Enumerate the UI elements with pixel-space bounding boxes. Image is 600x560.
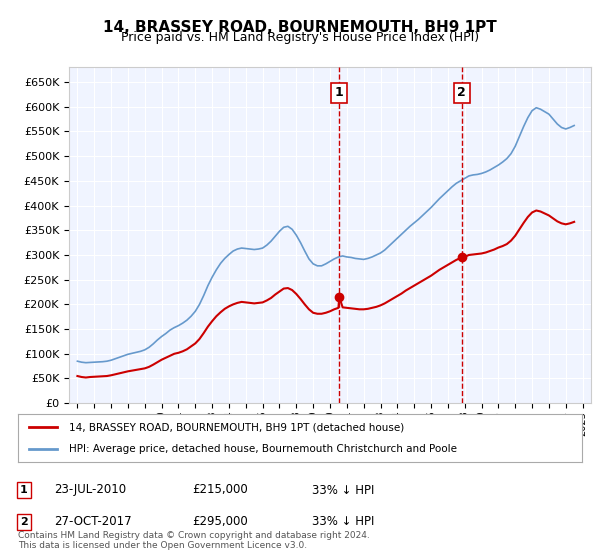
Text: 1: 1 bbox=[20, 485, 28, 495]
Text: 1: 1 bbox=[335, 86, 344, 99]
Text: HPI: Average price, detached house, Bournemouth Christchurch and Poole: HPI: Average price, detached house, Bour… bbox=[69, 444, 457, 454]
Text: £295,000: £295,000 bbox=[192, 515, 248, 529]
Text: 14, BRASSEY ROAD, BOURNEMOUTH, BH9 1PT (detached house): 14, BRASSEY ROAD, BOURNEMOUTH, BH9 1PT (… bbox=[69, 422, 404, 432]
Text: 33% ↓ HPI: 33% ↓ HPI bbox=[312, 483, 374, 497]
Text: 27-OCT-2017: 27-OCT-2017 bbox=[54, 515, 131, 529]
Text: 2: 2 bbox=[20, 517, 28, 527]
Text: 2: 2 bbox=[457, 86, 466, 99]
Text: 33% ↓ HPI: 33% ↓ HPI bbox=[312, 515, 374, 529]
Text: Contains HM Land Registry data © Crown copyright and database right 2024.
This d: Contains HM Land Registry data © Crown c… bbox=[18, 530, 370, 550]
Text: Price paid vs. HM Land Registry's House Price Index (HPI): Price paid vs. HM Land Registry's House … bbox=[121, 31, 479, 44]
Text: £215,000: £215,000 bbox=[192, 483, 248, 497]
Text: 23-JUL-2010: 23-JUL-2010 bbox=[54, 483, 126, 497]
Text: 14, BRASSEY ROAD, BOURNEMOUTH, BH9 1PT: 14, BRASSEY ROAD, BOURNEMOUTH, BH9 1PT bbox=[103, 20, 497, 35]
